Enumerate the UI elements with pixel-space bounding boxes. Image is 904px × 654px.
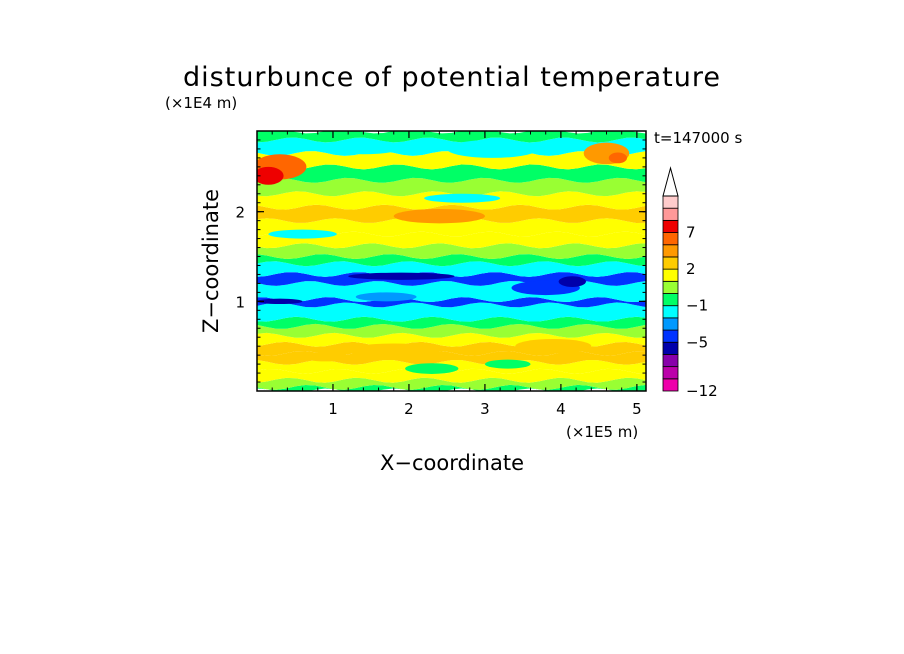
colorbar: −12−5−127 <box>662 166 718 400</box>
contour-band <box>257 368 646 383</box>
time-label: t=147000 s <box>654 129 742 147</box>
x-tick-label: 1 <box>328 400 338 418</box>
contour-band <box>257 316 646 329</box>
colorbar-label: 2 <box>686 260 696 278</box>
colorbar-label: −12 <box>686 382 718 400</box>
contour-blob <box>348 343 440 358</box>
contour-blob <box>257 166 284 185</box>
colorbar-swatch <box>662 329 679 343</box>
colorbar-swatch <box>662 305 679 319</box>
contour-band <box>257 177 646 197</box>
colorbar-swatch <box>662 293 679 307</box>
x-tick-label: 5 <box>632 400 642 418</box>
colorbar-swatch <box>662 268 679 282</box>
contour-blob <box>325 139 402 155</box>
contour-blob <box>393 209 485 224</box>
colorbar-label: 7 <box>686 224 696 242</box>
contour-blob <box>558 276 586 287</box>
contour-field <box>257 131 646 391</box>
contour-band <box>257 131 646 143</box>
x-tick-label: 4 <box>556 400 566 418</box>
colorbar-swatch <box>662 354 679 368</box>
contour-band <box>257 332 646 347</box>
colorbar-swatch <box>662 232 679 246</box>
contour-blob <box>424 193 501 203</box>
colorbar-swatch <box>662 207 679 221</box>
contour-blob <box>446 139 539 158</box>
contour-band <box>257 302 646 322</box>
colorbar-label: −5 <box>686 333 708 351</box>
y-tick-label: 2 <box>235 204 245 222</box>
colorbar-swatch <box>662 366 679 380</box>
colorbar-swatch <box>662 244 679 258</box>
contour-blob <box>268 229 337 239</box>
contour-band <box>257 261 646 277</box>
contour-blob <box>257 298 303 305</box>
contour-band <box>257 297 646 308</box>
contour-band <box>257 377 646 390</box>
y-tick-label: 1 <box>235 293 245 311</box>
contour-band <box>257 351 646 365</box>
x-axis-label: X−coordinate <box>380 451 524 475</box>
y-axis: 12 <box>235 139 646 383</box>
contour-blob <box>355 292 417 302</box>
contour-blob <box>302 352 349 362</box>
contour-band <box>257 384 646 391</box>
contour-blob <box>515 339 592 354</box>
chart-title: disturbunce of potential temperature <box>183 62 721 93</box>
contour-band <box>257 243 646 259</box>
contour-band <box>257 164 646 183</box>
contour-blob <box>608 152 628 164</box>
contour-band <box>257 254 646 267</box>
colorbar-extend-arrow <box>662 166 679 197</box>
y-axis-label: Z−coordinate <box>199 189 223 333</box>
colorbar-label: −1 <box>686 297 708 315</box>
colorbar-swatch <box>662 256 679 270</box>
x-scale-label: (×1E5 m) <box>566 423 638 441</box>
contour-band <box>257 231 646 249</box>
plot-frame <box>256 130 647 392</box>
colorbar-swatch <box>662 378 679 392</box>
contour-band <box>257 151 646 170</box>
colorbar-swatch <box>662 219 679 233</box>
colorbar-swatch <box>662 317 679 331</box>
x-tick-label: 3 <box>480 400 490 418</box>
colorbar-swatch <box>662 341 679 355</box>
contour-blob <box>348 272 455 280</box>
x-tick-label: 2 <box>404 400 414 418</box>
x-axis: 1 2 3 4 5 <box>271 131 642 418</box>
colorbar-swatch <box>662 195 679 209</box>
y-scale-label: (×1E4 m) <box>165 94 237 112</box>
colorbar-swatch <box>662 280 679 294</box>
contour-band <box>257 218 646 237</box>
contour-band <box>257 323 646 338</box>
contour-blob <box>484 359 531 369</box>
contour-blob <box>405 363 459 374</box>
